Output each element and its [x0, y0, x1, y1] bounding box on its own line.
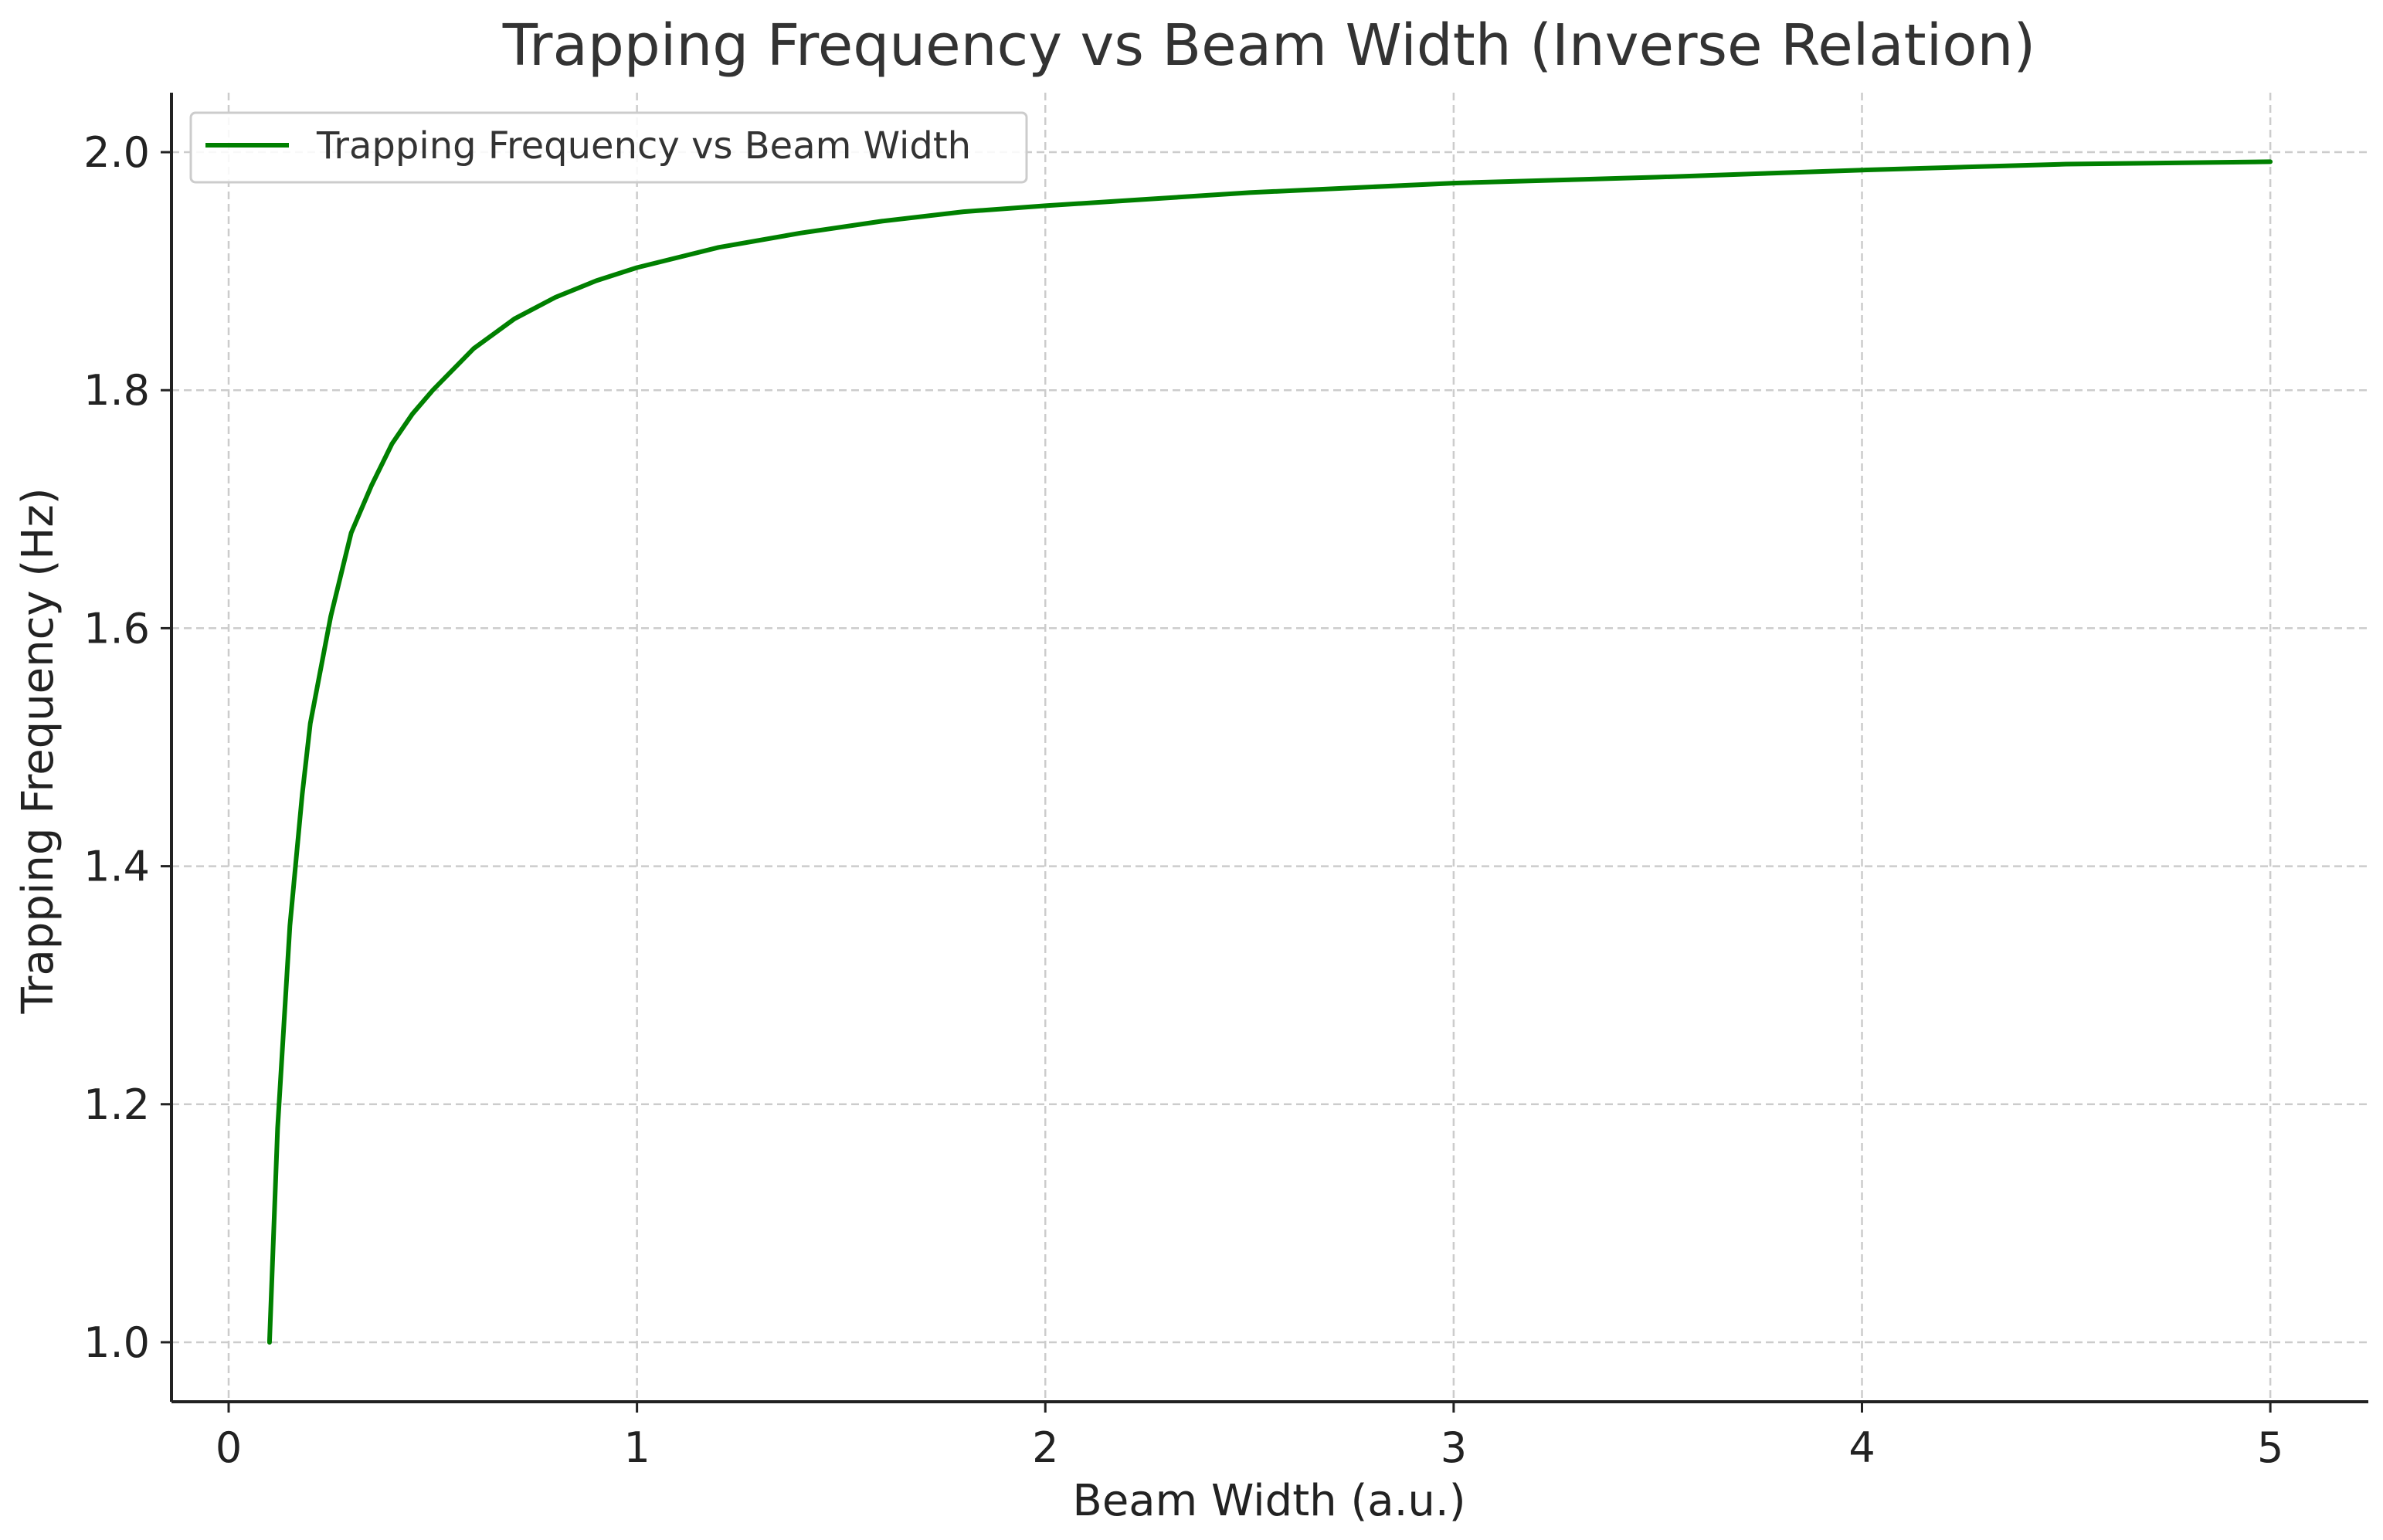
x-tick-label-2: 2	[1032, 1423, 1058, 1472]
y-tick-label-4: 1.8	[83, 366, 150, 415]
y-tick-label-0: 1.0	[83, 1318, 150, 1367]
y-tick-label-2: 1.4	[83, 843, 150, 891]
axes	[170, 93, 2368, 1403]
x-tick-label-5: 5	[2257, 1423, 2283, 1472]
y-tick-label-5: 2.0	[83, 128, 150, 177]
series-line-0	[266, 159, 2273, 1345]
x-tick-label-1: 1	[623, 1423, 650, 1472]
legend: Trapping Frequency vs Beam Width	[189, 111, 1028, 184]
x-tick-label-0: 0	[216, 1423, 242, 1472]
chart-title: Trapping Frequency vs Beam Width (Invers…	[502, 12, 2036, 79]
y-axis-label: Trapping Frequency (Hz)	[13, 487, 63, 1014]
x-tick-label-4: 4	[1848, 1423, 1875, 1472]
x-axis-label: Beam Width (a.u.)	[1072, 1476, 1465, 1526]
y-tick-label-3: 1.6	[83, 604, 150, 653]
x-tick-label-3: 3	[1441, 1423, 1467, 1472]
legend-box	[189, 111, 1028, 184]
y-tick-label-1: 1.2	[83, 1080, 150, 1129]
series-layer	[266, 159, 2273, 1345]
legend-label: Trapping Frequency vs Beam Width	[316, 124, 971, 168]
ticks: 0 1 2 3 4 5 1.0 1.2 1.4 1.6 1.8 2.0	[83, 128, 2283, 1472]
